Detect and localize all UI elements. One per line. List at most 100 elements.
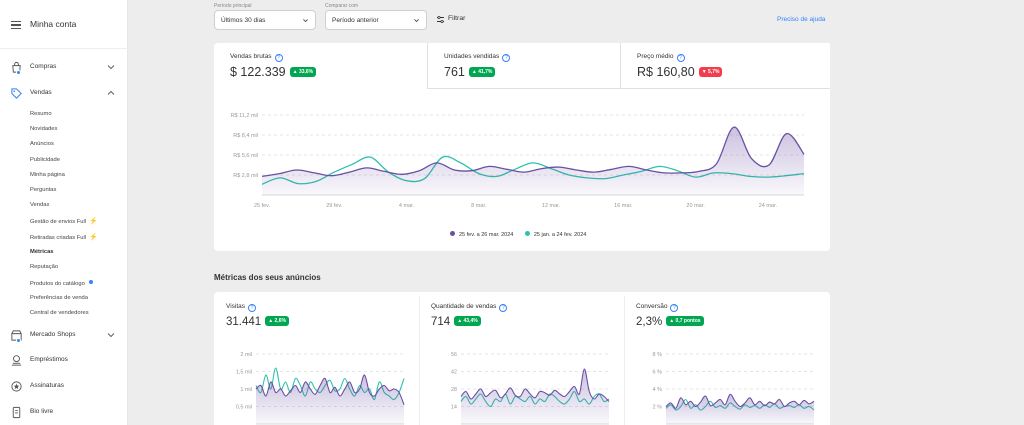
series-line-current[interactable] xyxy=(665,393,815,409)
kpi-label: Vendas brutas? xyxy=(230,53,283,62)
sidebar-subitem-reputacao[interactable]: Reputação xyxy=(30,264,59,270)
kpi-unidades-vendidas[interactable]: Unidades vendidas? 761 ▲ 41,7% xyxy=(427,43,620,89)
money-icon xyxy=(11,355,22,366)
chevron-down-icon[interactable] xyxy=(106,62,116,72)
help-icon[interactable]: ? xyxy=(274,54,283,62)
chart-legend: 25 fev. a 26 mar. 2024 25 jan. a 24 fev.… xyxy=(450,231,586,238)
legend-item-current[interactable]: 25 fev. a 26 mar. 2024 xyxy=(450,231,513,238)
sidebar-item-emprestimos[interactable]: Empréstimos xyxy=(0,353,128,369)
sidebar-item-label: Vendas xyxy=(30,89,52,96)
sidebar-subitem-minha-pagina[interactable]: Minha página xyxy=(30,172,65,178)
divider xyxy=(0,48,128,49)
sidebar-header[interactable]: Minha conta xyxy=(0,14,128,38)
y-tick-label: 14 xyxy=(451,405,457,411)
sidebar-subitem-preferencias[interactable]: Preferências de venda xyxy=(30,295,89,301)
sidebar-subitem-produtos-catalogo[interactable]: Produtos do catálogo xyxy=(30,280,93,287)
help-icon[interactable]: ? xyxy=(502,54,511,62)
chevron-up-icon[interactable] xyxy=(106,88,116,98)
kpi-value-text: $ 122.339 xyxy=(230,65,286,79)
kpi-preco-medio[interactable]: Preço médio? R$ 160,80 ▼ 5,7% xyxy=(620,43,830,89)
sidebar-subitem-resumo[interactable]: Resumo xyxy=(30,111,52,117)
metrics-section-title: Métricas dos seus anúncios xyxy=(214,273,321,282)
sidebar-subitem-retiradas-full[interactable]: Retiradas criadas Full ⚡ xyxy=(30,233,98,241)
sidebar-subitem-anuncios[interactable]: Anúncios xyxy=(30,141,54,147)
lightning-icon: ⚡ xyxy=(89,234,98,241)
y-tick-label: R$ 2,8 mil xyxy=(233,173,258,179)
series-area-fill xyxy=(461,368,609,424)
legend-dot xyxy=(524,231,530,236)
y-tick-label: 2 % xyxy=(653,405,663,411)
kpi-label-text: Preço médio xyxy=(637,53,674,60)
sidebar-item-label: Assinaturas xyxy=(30,382,64,389)
sidebar: Minha conta Compras Vendas Resumo Novida… xyxy=(0,0,128,425)
sales-line-chart[interactable]: R$ 2,8 mil R$ 5,6 mil R$ 8,4 mil R$ 11,2 mi… xyxy=(214,98,830,218)
y-tick-label: 8 % xyxy=(653,352,663,358)
help-link[interactable]: Preciso de ajuda xyxy=(777,16,826,23)
sidebar-item-vendas[interactable]: Vendas xyxy=(0,86,128,102)
sidebar-subitem-perguntas[interactable]: Perguntas xyxy=(30,187,57,193)
metric-visitas[interactable]: Visitas? 31.441 ▲ 2,6% 0,5 mil 1 mil 1,5 mi… xyxy=(214,292,419,425)
notification-dot xyxy=(16,70,21,75)
kpi-value-text: 761 xyxy=(444,65,465,79)
sidebar-subitem-central-vendedores[interactable]: Central de vendedores xyxy=(30,310,89,316)
metric-label: Quantidade de vendas? xyxy=(431,303,508,312)
lightning-icon: ⚡ xyxy=(89,218,98,225)
series-area-fill xyxy=(256,374,404,424)
sidebar-item-assinaturas[interactable]: Assinaturas xyxy=(0,379,128,395)
series-line-current[interactable] xyxy=(255,374,405,405)
sidebar-title: Minha conta xyxy=(30,19,77,29)
legend-item-previous[interactable]: 25 jan. a 24 fev. 2024 xyxy=(524,231,586,238)
conversion-line-chart[interactable]: 2 % 4 % 6 % 8 % xyxy=(624,347,824,425)
sidebar-subitem-vendas[interactable]: Vendas xyxy=(30,202,50,208)
y-tick-label: R$ 5,6 mil xyxy=(233,153,258,159)
x-tick-label: 4 mar. xyxy=(399,203,415,209)
y-tick-label: 0,5 mil xyxy=(236,405,252,411)
store-icon xyxy=(11,330,22,341)
compare-label: Comparar com xyxy=(325,3,359,9)
visits-line-chart[interactable]: 0,5 mil 1 mil 1,5 mil 2 mil xyxy=(214,347,414,425)
kpi-label-text: Vendas brutas xyxy=(230,53,272,60)
x-tick-label: 25 fev. xyxy=(254,203,271,209)
metric-conversao[interactable]: Conversão? 2,3% ▲ 0,7 pontos 2 % 4 % 6 % 8 % xyxy=(624,292,830,425)
help-icon[interactable]: ? xyxy=(248,304,257,312)
sidebar-item-mercado-shops[interactable]: Mercado Shops xyxy=(0,328,128,344)
main-period-label: Período principal xyxy=(214,3,252,9)
series-line-current[interactable] xyxy=(261,126,805,178)
trend-badge: ▼ 5,7% xyxy=(698,67,723,77)
kpi-value: 761 ▲ 41,7% xyxy=(444,65,496,79)
help-icon[interactable]: ? xyxy=(676,54,685,62)
kpi-vendas-brutas[interactable]: Vendas brutas? $ 122.339 ▲ 33,6% xyxy=(214,43,427,89)
kpi-label-text: Unidades vendidas xyxy=(444,53,500,60)
help-icon[interactable]: ? xyxy=(499,304,508,312)
metric-label: Visitas? xyxy=(226,303,257,312)
sidebar-subitem-publicidade[interactable]: Publicidade xyxy=(30,157,60,163)
series-area-fill xyxy=(666,394,814,424)
help-icon[interactable]: ? xyxy=(670,304,679,312)
metric-quantidade-vendas[interactable]: Quantidade de vendas? 714 ▲ 43,4% 14 28 42 5… xyxy=(419,292,624,425)
sidebar-item-bio-livre[interactable]: Bio livre xyxy=(0,405,128,421)
divider xyxy=(624,296,625,425)
y-tick-label: 4 % xyxy=(653,387,663,393)
sidebar-subitem-gestao-envios-full[interactable]: Gestão de envios Full ⚡ xyxy=(30,217,98,225)
sidebar-subitem-metricas[interactable]: Métricas xyxy=(30,249,54,255)
metric-label: Conversão? xyxy=(636,303,679,312)
legend-dot xyxy=(450,231,455,236)
sales-quantity-line-chart[interactable]: 14 28 42 56 xyxy=(419,347,619,425)
compare-value: Período anterior xyxy=(332,17,379,24)
filter-button[interactable]: Filtrar xyxy=(436,15,465,24)
x-tick-label: 12 mar. xyxy=(542,203,561,209)
trend-badge: ▲ 33,6% xyxy=(289,67,317,77)
chevron-down-icon[interactable] xyxy=(106,330,116,340)
compare-select[interactable]: Período anterior xyxy=(325,10,427,30)
series-line-current[interactable] xyxy=(460,368,610,402)
y-tick-label: 28 xyxy=(451,387,457,393)
trend-badge: ▲ 43,4% xyxy=(454,316,481,326)
menu-icon[interactable] xyxy=(11,21,21,29)
metric-value: 31.441 ▲ 2,6% xyxy=(226,316,289,328)
sidebar-subitem-novidades[interactable]: Novidades xyxy=(30,126,58,132)
sidebar-item-label: Mercado Shops xyxy=(30,331,76,338)
kpi-value: R$ 160,80 ▼ 5,7% xyxy=(637,65,723,79)
main-period-select[interactable]: Últimos 30 dias xyxy=(214,10,316,30)
sidebar-item-compras[interactable]: Compras xyxy=(0,60,128,76)
kpi-label: Preço médio? xyxy=(637,53,685,62)
